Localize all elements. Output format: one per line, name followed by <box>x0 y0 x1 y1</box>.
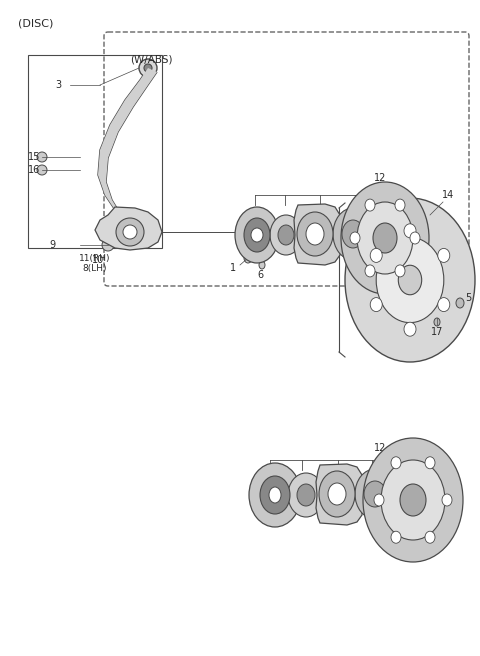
Ellipse shape <box>410 232 420 244</box>
Ellipse shape <box>341 182 429 294</box>
Text: 14: 14 <box>442 190 454 200</box>
Text: 3: 3 <box>55 80 61 90</box>
Ellipse shape <box>297 212 333 256</box>
Text: 8(LH): 8(LH) <box>83 264 107 272</box>
Ellipse shape <box>260 476 290 514</box>
Text: 12: 12 <box>374 443 386 453</box>
Ellipse shape <box>456 298 464 308</box>
Ellipse shape <box>278 225 294 245</box>
Ellipse shape <box>270 215 302 255</box>
Ellipse shape <box>342 220 364 248</box>
Text: (DISC): (DISC) <box>18 18 53 28</box>
Ellipse shape <box>370 249 382 262</box>
Text: (W/ABS): (W/ABS) <box>130 54 172 64</box>
Ellipse shape <box>434 318 440 326</box>
Ellipse shape <box>288 473 324 517</box>
Ellipse shape <box>391 531 401 543</box>
Ellipse shape <box>102 239 114 251</box>
Ellipse shape <box>306 223 324 245</box>
Text: 12: 12 <box>374 173 386 183</box>
Text: 10: 10 <box>92 255 104 265</box>
Text: 10: 10 <box>264 220 276 230</box>
Ellipse shape <box>355 469 395 519</box>
Ellipse shape <box>438 298 450 312</box>
Ellipse shape <box>244 218 270 252</box>
Ellipse shape <box>442 494 452 506</box>
Text: 7: 7 <box>399 217 405 227</box>
Ellipse shape <box>408 240 418 252</box>
Ellipse shape <box>404 322 416 336</box>
Text: 5: 5 <box>465 293 471 303</box>
Ellipse shape <box>391 457 401 469</box>
Ellipse shape <box>235 207 279 263</box>
Ellipse shape <box>357 202 413 274</box>
Text: 7: 7 <box>415 480 421 490</box>
Bar <box>28 55 162 248</box>
Polygon shape <box>95 207 162 250</box>
Ellipse shape <box>37 152 47 162</box>
Ellipse shape <box>395 265 405 277</box>
Ellipse shape <box>404 224 416 238</box>
Ellipse shape <box>438 249 450 262</box>
Text: 6: 6 <box>257 270 263 280</box>
Text: 16: 16 <box>28 165 40 175</box>
Ellipse shape <box>425 457 435 469</box>
Polygon shape <box>316 464 362 525</box>
Text: 1: 1 <box>230 263 236 273</box>
Ellipse shape <box>144 64 152 72</box>
Ellipse shape <box>333 208 373 260</box>
Ellipse shape <box>365 199 375 211</box>
Polygon shape <box>98 68 157 213</box>
Ellipse shape <box>319 471 355 517</box>
Ellipse shape <box>251 228 263 242</box>
Text: 15: 15 <box>28 152 40 162</box>
Ellipse shape <box>249 463 301 527</box>
Ellipse shape <box>363 438 463 562</box>
Ellipse shape <box>425 531 435 543</box>
Ellipse shape <box>395 199 405 211</box>
Ellipse shape <box>398 265 422 295</box>
Ellipse shape <box>259 261 265 269</box>
Ellipse shape <box>328 483 346 505</box>
Ellipse shape <box>244 253 252 263</box>
Ellipse shape <box>139 59 157 77</box>
Ellipse shape <box>364 481 386 507</box>
Ellipse shape <box>37 165 47 175</box>
Ellipse shape <box>400 484 426 516</box>
Polygon shape <box>294 204 340 265</box>
Ellipse shape <box>297 484 315 506</box>
Ellipse shape <box>269 487 281 503</box>
Text: 11(RH): 11(RH) <box>79 253 111 262</box>
Text: 17: 17 <box>431 327 443 337</box>
Ellipse shape <box>116 218 144 246</box>
Ellipse shape <box>432 502 442 514</box>
Ellipse shape <box>123 225 137 239</box>
Ellipse shape <box>381 460 445 540</box>
Ellipse shape <box>373 223 397 253</box>
Ellipse shape <box>345 198 475 362</box>
Text: 9: 9 <box>49 240 55 250</box>
Ellipse shape <box>350 232 360 244</box>
Ellipse shape <box>376 237 444 323</box>
Ellipse shape <box>374 494 384 506</box>
Ellipse shape <box>370 298 382 312</box>
Ellipse shape <box>365 265 375 277</box>
